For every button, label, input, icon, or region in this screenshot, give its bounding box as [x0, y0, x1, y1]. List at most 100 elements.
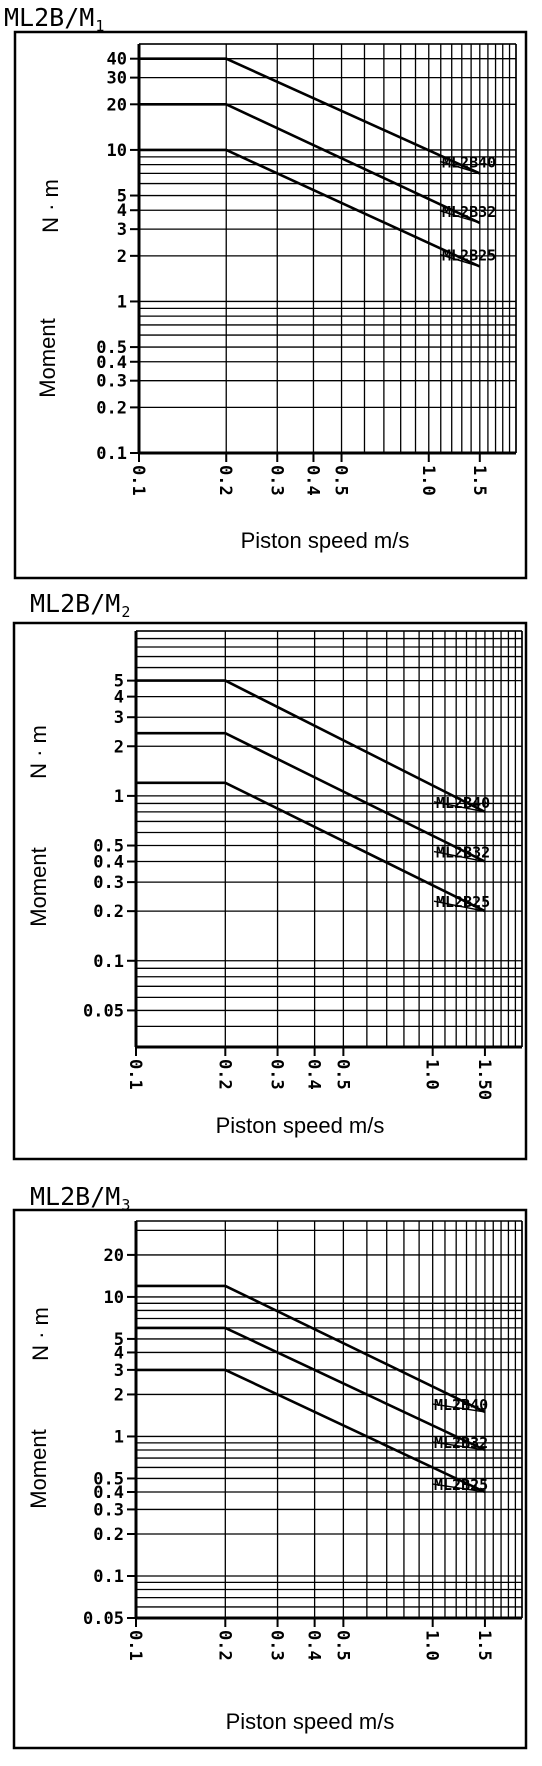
x-axis-title: Piston speed m/s [216, 1113, 385, 1138]
y-tick-label: 0.4 [96, 353, 127, 373]
x-tick-label: 0.3 [267, 1059, 287, 1090]
y-tick-label: 5 [117, 187, 127, 207]
x-tick-label: 1.5 [469, 465, 489, 496]
y-tick-label: 5 [114, 1330, 124, 1350]
y-tick-label: 0.2 [93, 902, 124, 922]
y-tick-label: 10 [107, 141, 127, 161]
x-tick-label: 0.4 [304, 1059, 324, 1090]
y-axis-title: Moment [26, 1429, 51, 1508]
y-tick-label: 0.05 [83, 1001, 124, 1021]
y-axis-title: Moment [26, 847, 51, 926]
y-tick-label: 30 [107, 69, 127, 89]
y-tick-label: 0.5 [93, 1469, 124, 1489]
y-axis-title: Moment [35, 318, 60, 397]
series-label: ML2B25 [436, 893, 490, 911]
x-tick-label: 0.5 [331, 465, 351, 496]
x-axis-title: Piston speed m/s [226, 1709, 395, 1734]
y-tick-label: 4 [117, 201, 127, 221]
chart-title-subscript: 2 [121, 603, 130, 621]
y-tick-label: 3 [117, 220, 127, 240]
chart-frame [12, 621, 528, 1161]
y-tick-label: 1 [117, 292, 127, 312]
y-tick-label: 4 [114, 1343, 124, 1363]
y-tick-label: 3 [114, 708, 124, 728]
y-tick-label: 2 [114, 737, 124, 757]
chart-frame [12, 1208, 528, 1750]
y-tick-label: 0.2 [96, 398, 127, 418]
y-tick-label: 0.5 [93, 837, 124, 857]
y-tick-label: 0.2 [93, 1525, 124, 1545]
y-tick-label: 2 [114, 1385, 124, 1405]
chart-frame [13, 30, 528, 580]
series-label: ML2B40 [436, 794, 490, 812]
x-tick-label: 0.3 [266, 465, 286, 496]
series-label-leader [439, 210, 480, 224]
y-tick-label: 0.05 [83, 1609, 124, 1629]
x-tick-label: 0.1 [125, 1059, 145, 1090]
x-tick-label: 1.0 [422, 1059, 442, 1090]
y-axis-unit: N · m [38, 179, 63, 233]
x-tick-label: 0.1 [125, 1630, 145, 1661]
x-tick-label: 0.1 [128, 465, 148, 496]
y-tick-label: 0.3 [93, 873, 124, 893]
series-label-leader [439, 160, 480, 175]
y-axis-unit: N · m [26, 725, 51, 779]
x-tick-label: 1.0 [418, 465, 438, 496]
y-tick-label: 40 [107, 50, 127, 70]
series-line-ml2b25 [136, 781, 486, 913]
x-tick-label: 0.3 [267, 1630, 287, 1661]
chart-title-subscript: 1 [95, 17, 104, 35]
x-tick-label: 0.5 [332, 1059, 352, 1090]
series-label-leader [431, 1403, 486, 1413]
y-tick-label: 0.4 [93, 1483, 124, 1503]
series-label: ML2B40 [442, 153, 496, 171]
series-label: ML2B32 [436, 844, 490, 862]
x-tick-label: 1.5 [474, 1630, 494, 1661]
series-label-leader [431, 1483, 486, 1493]
series-line-ml2b40 [136, 1284, 486, 1414]
y-tick-label: 0.1 [93, 1567, 124, 1587]
x-tick-label: 0.4 [302, 465, 322, 496]
series-line-ml2b40 [139, 57, 481, 175]
y-tick-label: 20 [107, 95, 127, 115]
series-line-ml2b25 [139, 148, 481, 268]
y-tick-label: 3 [114, 1361, 124, 1381]
y-tick-label: 1 [114, 787, 124, 807]
x-tick-label: 0.2 [215, 465, 235, 496]
x-tick-label: 1.0 [422, 1630, 442, 1661]
chart-title-subscript: 3 [121, 1196, 130, 1214]
series-label: ML2B32 [434, 1434, 488, 1452]
series-label-leader [433, 900, 486, 912]
x-tick-label: 0.2 [214, 1630, 234, 1661]
series-line-ml2b40 [136, 679, 486, 814]
series-label-leader [439, 253, 480, 268]
x-axis-title: Piston speed m/s [241, 528, 410, 553]
y-tick-label: 0.3 [93, 1500, 124, 1520]
y-tick-label: 1 [114, 1427, 124, 1447]
y-tick-label: 0.5 [96, 338, 127, 358]
x-tick-label: 0.4 [304, 1630, 324, 1661]
series-label: ML2B25 [434, 1476, 488, 1494]
y-tick-label: 0.4 [93, 853, 124, 873]
series-line-ml2b32 [136, 1326, 486, 1452]
y-tick-label: 5 [114, 672, 124, 692]
series-label: ML2B32 [442, 203, 496, 221]
y-tick-label: 0.1 [96, 444, 127, 464]
x-tick-label: 0.2 [214, 1059, 234, 1090]
y-tick-label: 0.1 [93, 952, 124, 972]
series-label: ML2B40 [434, 1396, 488, 1414]
series-line-ml2b25 [136, 1368, 486, 1494]
y-axis-unit: N · m [28, 1307, 53, 1361]
y-tick-label: 0.3 [96, 372, 127, 392]
series-label-leader [433, 850, 486, 863]
chart-title: ML2B/M [30, 1182, 120, 1211]
series-label-leader [433, 801, 486, 813]
chart-title: ML2B/M [30, 589, 120, 618]
series-label: ML2B25 [442, 247, 496, 265]
x-tick-label: 1.50 [474, 1059, 494, 1100]
series-line-ml2b32 [139, 103, 481, 225]
